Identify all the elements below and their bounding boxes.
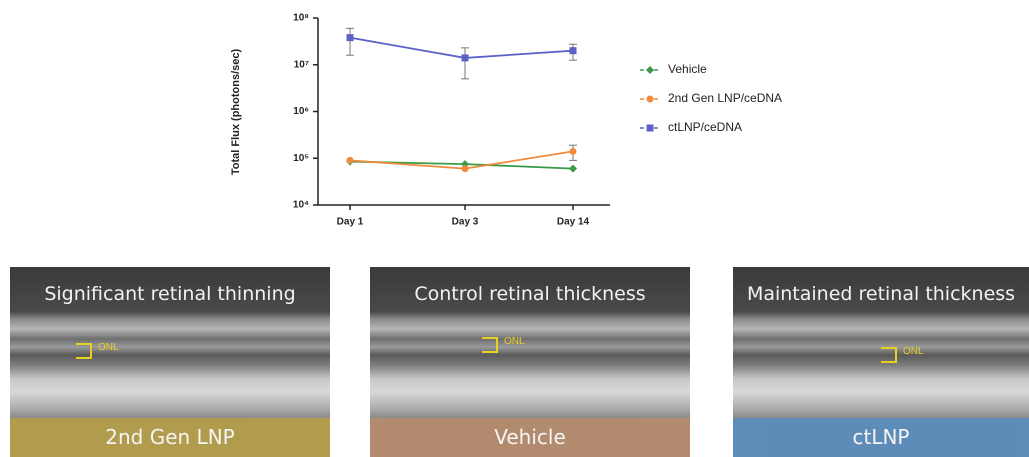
legend-marker — [646, 66, 654, 74]
x-tick-label: Day 14 — [557, 217, 590, 228]
y-tick-label: 10⁷ — [294, 59, 309, 70]
panel-label: Vehicle — [370, 418, 690, 457]
panel-label: ctLNP — [733, 418, 1029, 457]
onl-bracket — [881, 347, 897, 363]
onl-label: ONL — [903, 346, 924, 357]
data-point — [569, 164, 577, 173]
legend-marker — [646, 95, 654, 103]
panel-caption: Significant retinal thinning — [44, 283, 296, 305]
onl-bracket — [76, 343, 92, 359]
series-line — [349, 150, 574, 170]
panel-caption: Control retinal thickness — [414, 283, 646, 305]
onl-label: ONL — [504, 336, 525, 347]
data-point — [346, 156, 354, 164]
chart: Total Flux (photons/sec) 10⁴ 10⁵ 10⁶ 10⁷ 10⁸… — [230, 13, 782, 228]
y-tick-label: 10⁸ — [293, 13, 309, 24]
y-tick-label: 10⁶ — [293, 106, 309, 117]
data-point — [461, 54, 469, 62]
x-tick-label: Day 1 — [337, 217, 364, 228]
legend-label: 2nd Gen LNP/ceDNA — [668, 91, 782, 105]
data-point — [461, 165, 469, 173]
oct-panel: Maintained retinal thickness ONL ctLNP — [733, 267, 1029, 457]
legend-label: ctLNP/ceDNA — [668, 120, 742, 134]
y-axis-label: Total Flux (photons/sec) — [230, 49, 242, 176]
panel-caption: Maintained retinal thickness — [746, 283, 1016, 305]
oct-panel: Control retinal thickness ONL Vehicle — [370, 267, 690, 457]
data-point — [569, 147, 577, 155]
data-point — [569, 47, 577, 55]
legend-label: Vehicle — [668, 62, 707, 76]
y-tick-label: 10⁵ — [293, 153, 309, 164]
legend-marker — [646, 124, 654, 132]
onl-label: ONL — [98, 342, 119, 353]
y-tick-label: 10⁴ — [293, 200, 309, 211]
x-tick-label: Day 3 — [452, 217, 479, 228]
data-point — [346, 34, 354, 42]
oct-panel: Significant retinal thinning ONL 2nd Gen L… — [10, 267, 330, 457]
onl-bracket — [482, 337, 498, 353]
panel-label: 2nd Gen LNP — [10, 418, 330, 457]
